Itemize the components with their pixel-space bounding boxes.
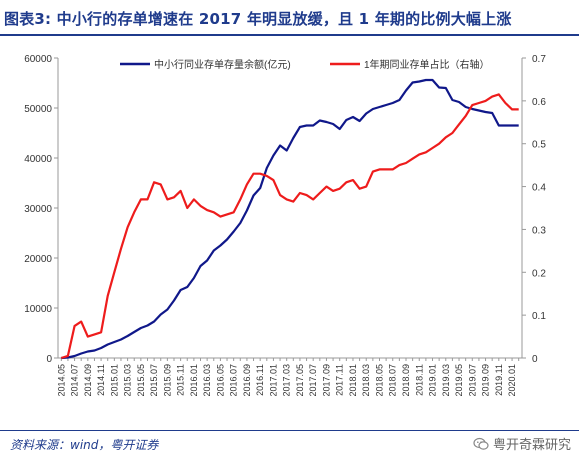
right-tick-label: 0.5 — [532, 140, 546, 151]
right-tick-label: 0.2 — [532, 268, 546, 279]
right-tick-label: 0.1 — [532, 311, 546, 322]
right-tick-label: 0.4 — [532, 183, 546, 194]
title-divider — [0, 34, 579, 36]
x-tick-label: 2018.11 — [414, 364, 424, 396]
series-line-balance — [61, 78, 519, 360]
watermark: 粤开奇霖研究 — [473, 434, 571, 453]
x-tick-label: 2017.01 — [268, 364, 278, 397]
chart-axes: 0 10000 20000 30000 40000 50000 60000 0 0.1 0.2 0.… — [24, 54, 546, 397]
x-tick-label: 2015.07 — [149, 364, 159, 397]
x-tick-label: 2017.05 — [295, 364, 305, 397]
x-tick-label: 2019.07 — [467, 364, 477, 397]
chart-legend: 中小行同业存单存量余额(亿元) 1年期同业存单占比（右轴） — [120, 58, 490, 71]
x-tick-label: 2018.03 — [361, 364, 371, 397]
left-tick-label: 50000 — [24, 104, 52, 115]
chart-series — [60, 78, 519, 360]
line-chart: 0 10000 20000 30000 40000 50000 60000 0 0.1 0.2 0.… — [24, 54, 546, 397]
x-tick-label: 2019.01 — [428, 364, 438, 397]
x-tick-label: 2015.09 — [162, 364, 172, 397]
figure-title: 图表3: 中小行的存单增速在 2017 年明显放缓，且 1 年期的比例大幅上涨 — [4, 10, 512, 28]
left-tick-label: 0 — [46, 354, 52, 365]
figure-header: 图表3: 中小行的存单增速在 2017 年明显放缓，且 1 年期的比例大幅上涨 — [0, 0, 579, 36]
right-tick-label: 0.6 — [532, 97, 546, 108]
left-tick-label: 10000 — [24, 304, 52, 315]
x-tick-label: 2014.07 — [70, 364, 80, 397]
x-tick-label: 2014.11 — [96, 364, 106, 396]
x-tick-label: 2020.01 — [507, 364, 517, 397]
x-tick-label: 2019.09 — [481, 364, 491, 397]
x-tick-label: 2017.09 — [321, 364, 331, 397]
left-tick-label: 60000 — [24, 54, 52, 65]
x-tick-label: 2015.05 — [136, 364, 146, 397]
right-tick-label: 0.7 — [532, 54, 546, 65]
right-tick-label: 0.3 — [532, 225, 546, 236]
x-tick-label: 2018.01 — [348, 364, 358, 397]
x-tick-label: 2018.07 — [388, 364, 398, 397]
x-tick-label: 2015.03 — [123, 364, 133, 397]
x-tick-label: 2018.09 — [401, 364, 411, 397]
x-tick-label: 2014.09 — [83, 364, 93, 397]
left-tick-label: 30000 — [24, 204, 52, 215]
series-line-1y-share — [60, 93, 519, 360]
x-tick-label: 2016.07 — [229, 364, 239, 397]
x-tick-label: 2014.05 — [56, 364, 66, 397]
x-tick-label: 2019.05 — [454, 364, 464, 397]
x-tick-label: 2019.03 — [441, 364, 451, 397]
x-tick-label: 2018.05 — [374, 364, 384, 397]
x-tick-label: 2016.11 — [255, 364, 265, 396]
x-tick-label: 2016.03 — [202, 364, 212, 397]
x-tick-label: 2015.11 — [176, 364, 186, 396]
right-tick-label: 0 — [532, 354, 538, 365]
x-tick-label: 2016.09 — [242, 364, 252, 397]
x-tick-label: 2017.03 — [282, 364, 292, 397]
source-note: 资料来源：wind，粤开证券 — [10, 438, 159, 452]
x-tick-label: 2017.07 — [308, 364, 318, 397]
source-divider — [0, 430, 579, 431]
x-tick-label: 2016.01 — [189, 364, 199, 397]
x-tick-label: 2019.11 — [494, 364, 504, 396]
left-tick-label: 20000 — [24, 254, 52, 265]
x-tick-label: 2016.05 — [215, 364, 225, 397]
legend-label: 中小行同业存单存量余额(亿元) — [154, 58, 291, 71]
left-tick-label: 40000 — [24, 154, 52, 165]
legend-label: 1年期同业存单占比（右轴） — [364, 58, 490, 71]
x-tick-label: 2017.11 — [335, 364, 345, 396]
wechat-icon — [473, 437, 489, 450]
x-tick-label: 2015.01 — [109, 364, 119, 397]
watermark-text: 粤开奇霖研究 — [492, 438, 571, 453]
